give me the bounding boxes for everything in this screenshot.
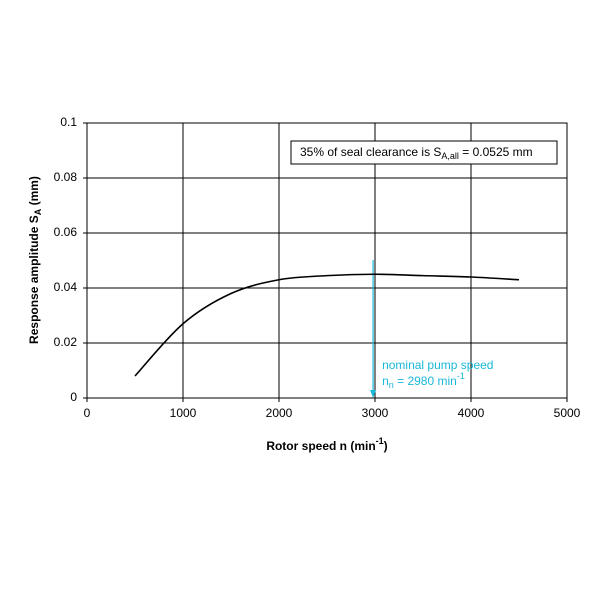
x-tick-label: 2000 bbox=[266, 406, 293, 420]
plot-frame bbox=[86, 122, 568, 399]
marker-label-part: n bbox=[382, 374, 389, 388]
line-series bbox=[134, 273, 520, 377]
annotation-box bbox=[290, 140, 558, 165]
marker-label: nominal pump speed bbox=[382, 358, 493, 372]
marker-label-part: = 2980 min bbox=[394, 374, 457, 388]
y-tick-label: 0.1 bbox=[60, 115, 77, 129]
y-tick-label: 0 bbox=[70, 390, 77, 404]
x-tick-label: 3000 bbox=[362, 406, 389, 420]
y-axis-label: Response amplitude SA (mm) bbox=[27, 176, 43, 344]
x-axis-label: Rotor speed n (min-1) bbox=[266, 436, 387, 453]
annotation-text: 35% of seal clearance is SA,all = 0.0525… bbox=[300, 145, 533, 161]
x-tick-label: 5000 bbox=[554, 406, 581, 420]
marker-label-part: n bbox=[389, 380, 394, 390]
y-tick-label: 0.04 bbox=[54, 280, 78, 294]
x-tick-label: 1000 bbox=[170, 406, 197, 420]
marker-label: nn = 2980 min-1 bbox=[382, 371, 465, 390]
x-tick-label: 4000 bbox=[458, 406, 485, 420]
y-tick-label: 0.06 bbox=[54, 225, 78, 239]
y-tick-label: 0.02 bbox=[54, 335, 78, 349]
marker-arrowhead bbox=[370, 390, 377, 398]
x-tick-label: 0 bbox=[84, 406, 91, 420]
y-tick-label: 0.08 bbox=[54, 170, 78, 184]
marker-label-part: -1 bbox=[457, 371, 465, 381]
